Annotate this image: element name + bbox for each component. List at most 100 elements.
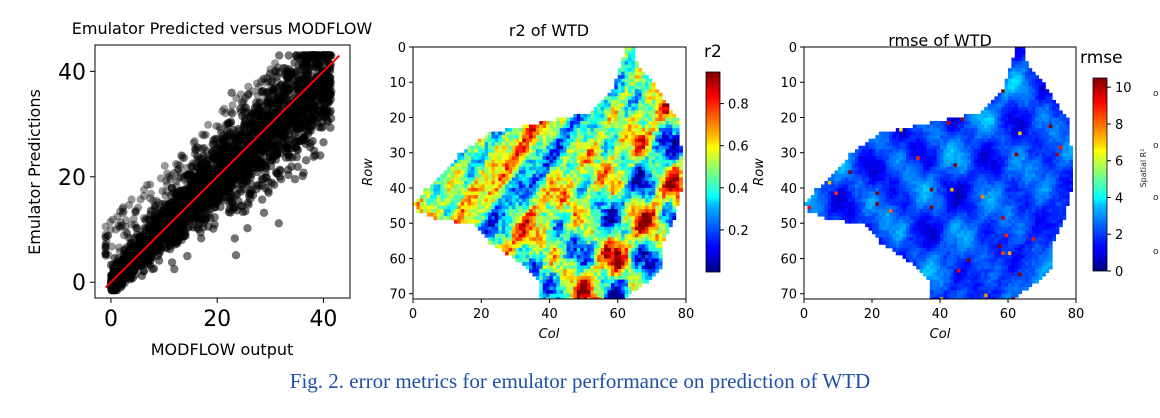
heatmap-cell [491, 216, 496, 221]
heatmap-cell [546, 135, 550, 140]
heatmap-cell [614, 138, 619, 143]
heatmap-cell [491, 177, 496, 182]
heatmap-cell [467, 202, 472, 206]
heatmap-cell [491, 180, 496, 185]
heatmap-cell [641, 71, 646, 76]
heatmap-cell [658, 113, 663, 118]
heatmap-cell [597, 173, 602, 178]
heatmap-cell [563, 187, 567, 192]
heatmap-cell [627, 159, 632, 164]
scatter-point [109, 285, 119, 295]
heatmap-cell [604, 128, 608, 132]
heatmap-cell [511, 212, 516, 217]
heatmap-cell [498, 212, 503, 217]
heatmap-cell [668, 110, 673, 115]
heatmap-cell [569, 149, 574, 154]
heatmap-cell [600, 152, 605, 157]
heatmap-cell [566, 142, 571, 147]
heatmap-cell [631, 170, 636, 175]
heatmap-cell [614, 128, 619, 132]
heatmap-cell [651, 142, 656, 147]
heatmap-cell [566, 212, 571, 217]
heatmap-cell [450, 191, 455, 196]
heatmap-cell [453, 180, 458, 185]
scatter-point [285, 84, 293, 93]
scatter-point [182, 163, 191, 172]
heatmap-cell [580, 128, 585, 132]
heatmap-cell [621, 128, 625, 132]
heatmap-cell [600, 170, 605, 175]
heatmap-cell [675, 177, 680, 182]
scatter-point [298, 106, 307, 116]
heatmap-cell [549, 195, 554, 199]
heatmap-cell [453, 209, 458, 214]
heatmap-cell [491, 198, 496, 203]
heatmap-cell [641, 103, 646, 108]
heatmap-cell [546, 142, 550, 147]
heatmap-cell [569, 191, 574, 196]
heatmap-cell [621, 131, 625, 136]
heatmap-cell [556, 117, 561, 122]
heatmap-cell [631, 106, 636, 111]
heatmap-cell [638, 121, 643, 125]
heatmap-cell [535, 152, 540, 157]
heatmap-cell [662, 170, 666, 175]
heatmap-cell [508, 177, 513, 182]
scatter-point [101, 243, 110, 252]
heatmap-cell [559, 166, 564, 171]
heatmap-cell [566, 202, 571, 206]
heatmap-cell [501, 142, 506, 147]
heatmap-cell [610, 212, 615, 217]
heatmap-cell [631, 121, 636, 125]
heatmap-cell [621, 103, 625, 108]
heatmap-cell [443, 173, 448, 178]
heatmap-cell [617, 156, 622, 161]
heatmap-cell [627, 163, 632, 168]
heatmap-cell [645, 89, 649, 94]
heatmap-cell [440, 195, 445, 199]
heatmap-cell [443, 202, 448, 206]
heatmap-cell [621, 163, 625, 168]
heatmap-cell [556, 145, 561, 150]
heatmap-cell [645, 195, 649, 199]
heatmap-cell [600, 131, 605, 136]
heatmap-cell [453, 184, 458, 189]
scatter-point [220, 174, 229, 183]
heatmap-cell [464, 187, 468, 192]
heatmap-cell [450, 216, 455, 221]
heatmap-cell [610, 187, 615, 192]
heatmap-cell [453, 202, 458, 206]
heatmap-cell [549, 184, 554, 189]
heatmap-cell [576, 195, 581, 199]
heatmap-cell [522, 159, 527, 164]
scatter-point [266, 97, 275, 106]
heatmap-cell [631, 110, 636, 115]
heatmap-cell [580, 187, 585, 192]
heatmap-cell [539, 202, 544, 206]
heatmap-cell [651, 202, 656, 206]
heatmap-cell [593, 177, 598, 182]
heatmap-cell [672, 184, 677, 189]
heatmap-cell [658, 170, 663, 175]
heatmap-cell [648, 180, 653, 185]
heatmap-cell [668, 163, 673, 168]
heatmap-cell [518, 205, 523, 210]
heatmap-cell [672, 198, 677, 203]
heatmap-cell [624, 195, 629, 199]
heatmap-cell [549, 142, 554, 147]
heatmap-cell [641, 142, 646, 147]
heatmap-cell [648, 187, 653, 192]
heatmap-cell [535, 170, 540, 175]
scatter-point [321, 87, 331, 97]
heatmap-cell [624, 64, 629, 69]
scatter-point [224, 119, 233, 128]
heatmap-cell [529, 173, 533, 178]
heatmap-cell [484, 212, 489, 217]
heatmap-cell [573, 121, 578, 125]
heatmap-cell [505, 216, 509, 221]
heatmap-cell [546, 173, 550, 178]
heatmap-cell [552, 131, 557, 136]
heatmap-cell [542, 135, 547, 140]
heatmap-cell [645, 212, 649, 217]
heatmap-cell [419, 195, 424, 199]
